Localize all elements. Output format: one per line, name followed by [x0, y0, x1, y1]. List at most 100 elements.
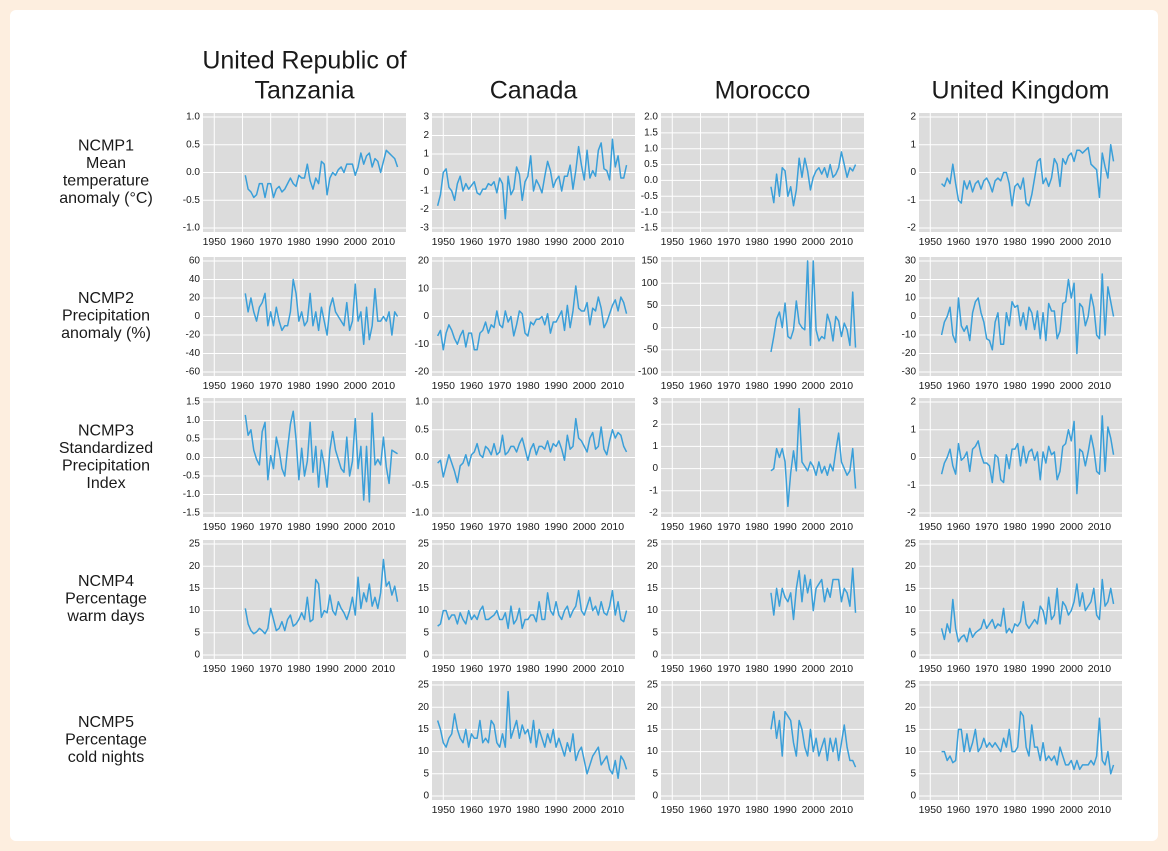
y-tick-label: -0.5	[183, 471, 201, 482]
x-tick-label: 1970	[259, 663, 283, 675]
x-tick-label: 1970	[259, 521, 283, 533]
y-tick-label: 0	[423, 791, 429, 802]
x-tick-label: 1990	[773, 521, 797, 533]
x-tick-label: 2010	[830, 380, 854, 392]
x-tick-label: 2010	[1088, 380, 1112, 392]
y-tick-label: 0	[652, 650, 658, 661]
x-tick-label: 2000	[1060, 663, 1084, 675]
y-tick-label: -40	[186, 348, 201, 359]
x-tick-label: 1980	[516, 236, 540, 248]
y-tick-label: 0	[423, 650, 429, 661]
x-tick-label: 2010	[601, 804, 625, 816]
y-tick-label: -1	[420, 186, 429, 197]
plot-area	[432, 540, 635, 659]
y-tick-label: 2	[910, 397, 916, 408]
x-tick-label: 2000	[344, 380, 368, 392]
x-tick-label: 1970	[717, 236, 741, 248]
data-line	[436, 285, 628, 351]
y-tick-label: 30	[905, 256, 917, 267]
y-tick-label: 15	[418, 583, 430, 594]
x-tick-label: 1980	[516, 521, 540, 533]
x-tick-label: 1950	[432, 804, 456, 816]
y-tick-label: 1.0	[186, 112, 200, 123]
x-tick-label: 1980	[745, 663, 769, 675]
y-tick-label: 2.0	[644, 112, 658, 123]
row-label: Percentage	[65, 591, 147, 608]
row-label: Precipitation	[62, 457, 150, 474]
x-tick-label: 2000	[802, 521, 826, 533]
row-label: NCMP1	[78, 137, 134, 154]
y-tick-label: 5	[423, 768, 429, 779]
x-tick-label: 1950	[432, 663, 456, 675]
row-label: warm days	[66, 608, 144, 625]
x-tick-label: 2000	[802, 236, 826, 248]
x-tick-label: 1990	[315, 380, 339, 392]
row-label: Percentage	[65, 732, 147, 749]
x-tick-label: 1960	[231, 380, 255, 392]
x-tick-label: 2010	[372, 521, 396, 533]
y-tick-label: 15	[418, 724, 430, 735]
y-tick-label: 20	[418, 561, 430, 572]
data-line	[770, 260, 857, 353]
y-tick-label: 15	[905, 583, 917, 594]
x-tick-label: 1950	[919, 663, 943, 675]
x-tick-label: 2010	[601, 236, 625, 248]
x-tick-label: 1970	[975, 236, 999, 248]
data-line	[244, 149, 399, 199]
x-tick-label: 2000	[344, 236, 368, 248]
x-tick-label: 2000	[802, 663, 826, 675]
y-tick-label: 100	[641, 278, 658, 289]
x-tick-label: 1990	[544, 663, 568, 675]
y-tick-label: 10	[905, 605, 917, 616]
x-tick-label: 1960	[460, 521, 484, 533]
y-tick-label: 0	[423, 167, 429, 178]
y-tick-label: 20	[189, 293, 201, 304]
y-tick-label: 20	[189, 561, 201, 572]
x-tick-label: 1960	[460, 804, 484, 816]
x-tick-label: 2010	[372, 236, 396, 248]
data-line	[770, 407, 857, 508]
plot-area	[919, 681, 1122, 800]
y-tick-label: -10	[902, 330, 917, 341]
data-line	[940, 578, 1115, 643]
y-tick-label: 10	[189, 605, 201, 616]
y-tick-label: 15	[905, 724, 917, 735]
x-tick-label: 1990	[773, 236, 797, 248]
y-tick-label: -0.5	[183, 195, 201, 206]
y-tick-label: 1.0	[415, 397, 429, 408]
x-tick-label: 1950	[919, 380, 943, 392]
x-tick-label: 1980	[287, 236, 311, 248]
y-tick-label: 5	[652, 627, 658, 638]
y-tick-label: 0	[194, 311, 200, 322]
x-tick-label: 1960	[689, 236, 713, 248]
x-tick-label: 2010	[372, 380, 396, 392]
y-tick-label: 1	[910, 424, 916, 435]
x-tick-label: 2000	[802, 380, 826, 392]
y-tick-label: 0.5	[186, 139, 200, 150]
x-tick-label: 1960	[947, 521, 971, 533]
row-label: Precipitation	[62, 308, 150, 325]
x-tick-label: 2010	[1088, 663, 1112, 675]
y-tick-label: 1.0	[644, 143, 658, 154]
x-tick-label: 1980	[1003, 521, 1027, 533]
x-tick-label: 1980	[516, 380, 540, 392]
y-tick-label: -30	[902, 367, 917, 378]
y-tick-label: -1.0	[641, 207, 659, 218]
column-header: Morocco	[715, 77, 811, 105]
y-tick-label: 150	[641, 256, 658, 267]
y-tick-label: 0.5	[644, 159, 658, 170]
y-tick-label: -20	[902, 348, 917, 359]
y-tick-label: 25	[647, 680, 659, 691]
y-tick-label: -1.0	[183, 489, 201, 500]
row-label: Mean	[86, 155, 126, 172]
data-line	[940, 415, 1115, 495]
y-tick-label: 1	[652, 441, 658, 452]
y-tick-label: -60	[186, 367, 201, 378]
column-header: Tanzania	[254, 77, 354, 105]
x-tick-label: 2000	[573, 804, 597, 816]
x-tick-label: 1960	[231, 663, 255, 675]
x-tick-label: 1990	[315, 521, 339, 533]
data-line	[437, 589, 628, 630]
x-tick-label: 1970	[488, 380, 512, 392]
y-tick-label: -3	[420, 223, 429, 234]
